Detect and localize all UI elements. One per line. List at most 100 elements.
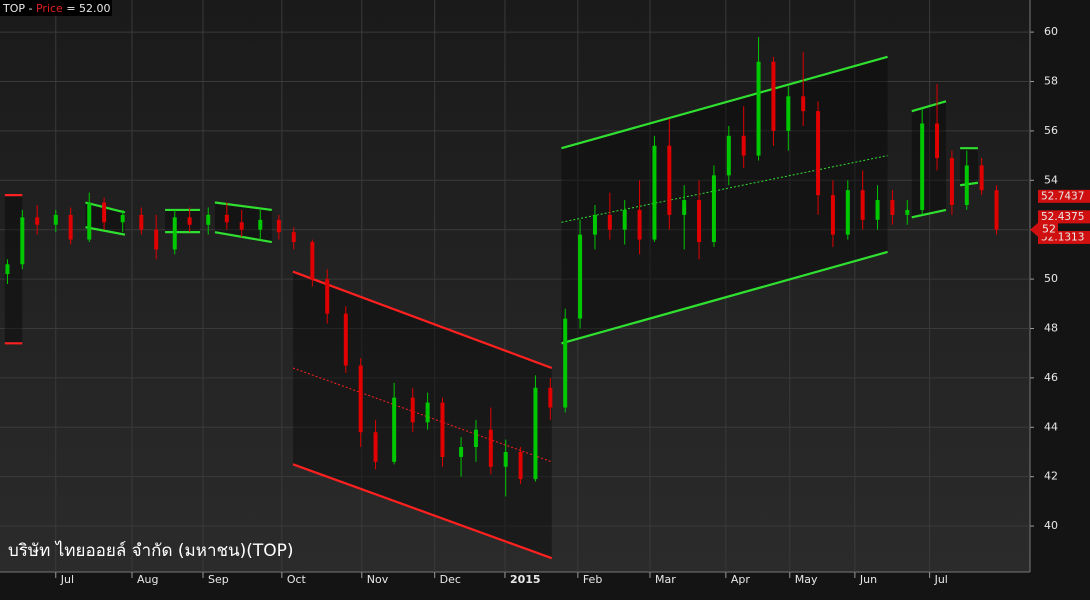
x-tick-label: Dec <box>440 573 461 586</box>
candle-body <box>343 313 348 366</box>
candle-body <box>756 61 761 156</box>
channel-lower <box>85 226 126 236</box>
candle-body <box>187 217 192 225</box>
candle-body <box>87 202 92 240</box>
chart-title: บริษัท ไทยออยล์ จำกัด (มหาชน)(TOP) <box>8 540 294 561</box>
y-axis-area <box>1030 0 1090 600</box>
x-tick-label: Feb <box>583 573 602 586</box>
x-tick-label: Jul <box>60 573 74 586</box>
candle-body <box>310 242 315 280</box>
candle-body <box>964 165 969 205</box>
price-marker-box <box>1038 189 1090 203</box>
candle-body <box>890 200 895 215</box>
x-tick-label: 2015 <box>510 573 541 586</box>
y-tick-label: 50 <box>1044 272 1058 285</box>
candle-body <box>239 222 244 230</box>
y-tick-label: 60 <box>1044 25 1058 38</box>
candle-body <box>503 451 508 467</box>
candle-body <box>726 135 731 176</box>
candle-body <box>607 214 612 230</box>
candle-body <box>548 387 553 408</box>
candle-body <box>949 158 954 205</box>
candle-body <box>392 397 397 462</box>
candle-body <box>563 318 568 408</box>
candle-body <box>711 175 716 243</box>
candle-body <box>20 217 25 265</box>
legend-value: = 52.00 <box>63 2 111 15</box>
candle-body <box>373 432 378 462</box>
y-tick-label: 44 <box>1044 420 1058 433</box>
channel-fill <box>561 56 888 344</box>
candle-body <box>667 145 672 215</box>
channel-fill <box>960 148 978 186</box>
channel-upper <box>292 270 553 370</box>
channel-fill <box>4 195 23 344</box>
candle-body <box>410 397 415 423</box>
candle-body <box>533 387 538 480</box>
candle-body <box>920 123 925 210</box>
x-tick-label: Oct <box>287 573 307 586</box>
y-tick-label: 40 <box>1044 519 1058 532</box>
candle-body <box>875 200 880 220</box>
channel-lower <box>911 208 947 219</box>
candle-body <box>358 365 363 433</box>
candle-body <box>224 214 229 223</box>
x-tick-label: Jul <box>934 573 948 586</box>
channel-mid <box>292 367 552 463</box>
x-tick-label: Sep <box>208 573 229 586</box>
channel-upper <box>214 201 272 212</box>
candle-body <box>771 61 776 131</box>
candle-body <box>979 165 984 191</box>
x-tick-label: May <box>795 573 818 586</box>
price-marker-box <box>1038 210 1090 224</box>
candle-body <box>801 96 806 112</box>
legend-symbol: TOP - <box>2 2 36 15</box>
candle-body <box>154 229 159 250</box>
legend-field: Price <box>36 2 63 15</box>
price-marker-label: 52.7437 <box>1041 190 1084 202</box>
candle-body <box>518 451 523 480</box>
candle-body <box>935 123 940 159</box>
y-tick-label: 42 <box>1044 470 1058 483</box>
candle-body <box>845 190 850 235</box>
candle-body <box>206 214 211 225</box>
candle-body <box>325 279 330 314</box>
candle-body <box>860 190 865 220</box>
y-tick-label: 48 <box>1044 321 1058 334</box>
channel-upper <box>561 55 888 150</box>
price-marker-label: 52.4375 <box>1041 211 1084 223</box>
channel-lower <box>959 181 979 187</box>
y-tick-label: 56 <box>1044 124 1058 137</box>
channel-upper <box>911 100 947 113</box>
candle-body <box>459 447 464 457</box>
candle-body <box>35 217 40 225</box>
candle-body <box>291 232 296 243</box>
candle-body <box>697 200 702 243</box>
legend-box <box>0 0 112 16</box>
y-tick-label: 58 <box>1044 75 1058 88</box>
candle-body <box>53 214 58 225</box>
candle-body <box>139 214 144 230</box>
candle-body <box>682 200 687 215</box>
channel-lower <box>292 463 553 560</box>
candle-body <box>473 429 478 448</box>
candle-body <box>786 96 791 131</box>
candle-body <box>622 209 627 230</box>
x-tick-label: Jun <box>859 573 877 586</box>
channel-lower <box>561 250 888 345</box>
y-tick-label: 46 <box>1044 371 1058 384</box>
x-tick-label: Aug <box>137 573 158 586</box>
last-price-marker <box>1030 222 1058 237</box>
channel-fill <box>911 101 946 218</box>
candle-body <box>741 135 746 156</box>
last-price-label: 52 <box>1042 223 1056 236</box>
candle-body <box>440 402 445 457</box>
x-axis-area <box>0 572 1030 600</box>
candle-body <box>5 264 10 275</box>
candle-body <box>172 217 177 250</box>
candle-body <box>830 195 835 235</box>
channel-mid <box>561 155 888 223</box>
candle-body <box>102 202 107 223</box>
x-tick-label: Nov <box>367 573 389 586</box>
